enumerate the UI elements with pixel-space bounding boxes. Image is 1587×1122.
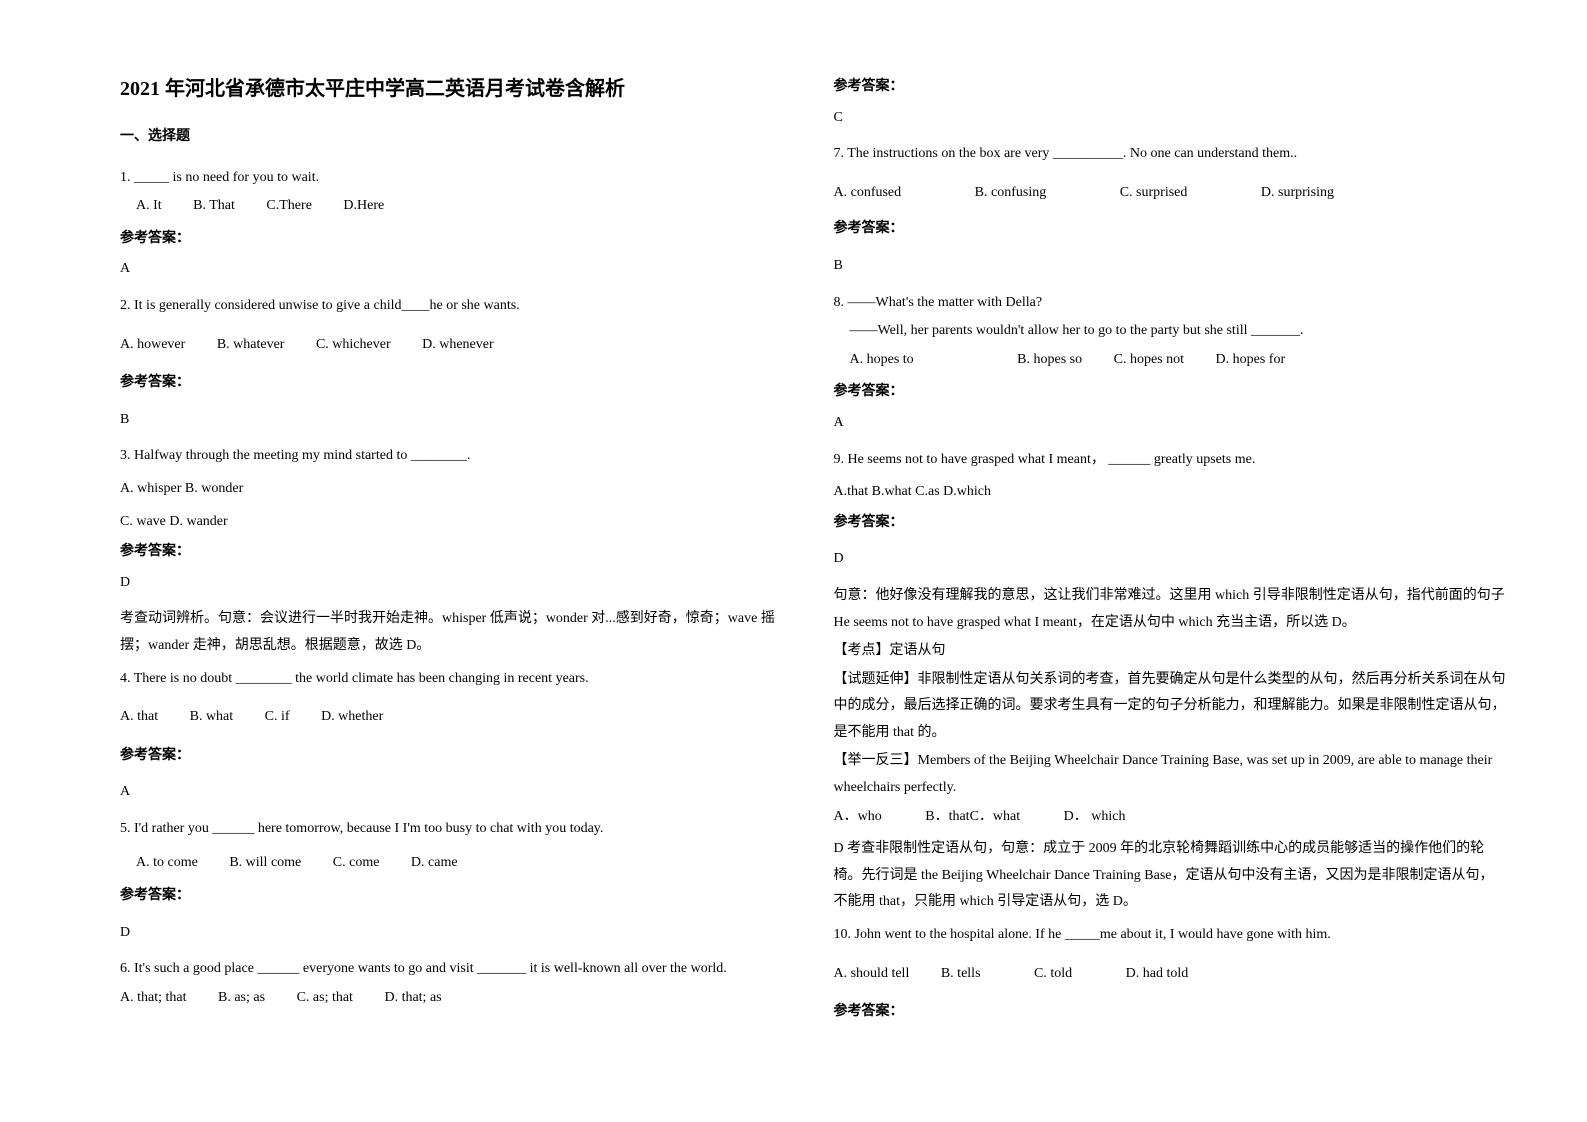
answer-label: 参考答案： <box>834 74 1508 101</box>
question-6-answer: C <box>834 105 1508 132</box>
option-b: B. hopes so <box>1017 352 1082 367</box>
section-heading: 一、选择题 <box>120 124 794 151</box>
option-c: C. hopes not <box>1114 352 1184 367</box>
question-8-line1: 8. ——What's the matter with Della? <box>834 290 1508 317</box>
exam-page: 2021 年河北省承德市太平庄中学高二英语月考试卷含解析 一、选择题 1. __… <box>0 0 1587 1122</box>
option-a: A．who <box>834 809 882 824</box>
question-8-line2: ——Well, her parents wouldn't allow her t… <box>834 318 1508 345</box>
question-9-explain-4: 【举一反三】Members of the Beijing Wheelchair … <box>834 748 1508 801</box>
question-2: 2. It is generally considered unwise to … <box>120 293 794 320</box>
question-9-explain-3: 【试题延伸】非限制性定语从句关系词的考查，首先要确定从句是什么类型的从句，然后再… <box>834 667 1508 747</box>
option-a: A. hopes to <box>850 352 914 367</box>
question-9: 9. He seems not to have grasped what I m… <box>834 447 1508 474</box>
answer-label: 参考答案： <box>120 743 794 770</box>
question-10-options: A. should tell B. tells C. told D. had t… <box>834 961 1508 988</box>
question-3-options-line2: C. wave D. wander <box>120 509 794 536</box>
question-9-extra-options: A．who B．thatC．what D． which <box>834 804 1508 831</box>
question-2-options: A. however B. whatever C. whichever D. w… <box>120 332 794 359</box>
question-3-explain: 考查动词辨析。句意：会议进行一半时我开始走神。whisper 低声说；wonde… <box>120 606 794 659</box>
option-bc: B．thatC．what <box>925 809 1020 824</box>
right-column: 参考答案： C 7. The instructions on the box a… <box>814 70 1528 1082</box>
question-3-answer: D <box>120 570 794 597</box>
option-c: C. if <box>265 709 290 724</box>
question-4-options: A. that B. what C. if D. whether <box>120 704 794 731</box>
option-a: A. It <box>136 198 162 213</box>
question-1-answer: A <box>120 256 794 283</box>
question-4: 4. There is no doubt ________ the world … <box>120 666 794 693</box>
option-c: C. told <box>1034 966 1072 981</box>
option-b: B. whatever <box>217 337 285 352</box>
option-a: A. confused <box>834 185 902 200</box>
question-9-explain-2: 【考点】定语从句 <box>834 638 1508 665</box>
option-d: D. that; as <box>384 990 441 1005</box>
option-c: C. come <box>333 855 380 870</box>
option-b: B. confusing <box>975 185 1047 200</box>
option-b: B. as; as <box>218 990 265 1005</box>
option-b: B. will come <box>229 855 301 870</box>
question-9-options: A.that B.what C.as D.which <box>834 479 1508 506</box>
question-5: 5. I'd rather you ______ here tomorrow, … <box>120 816 794 843</box>
answer-label: 参考答案： <box>120 883 794 910</box>
option-b: B. That <box>193 198 235 213</box>
question-9-explain-1: 句意：他好像没有理解我的意思，这让我们非常难过。这里用 which 引导非限制性… <box>834 583 1508 636</box>
question-8-options: A. hopes to B. hopes so C. hopes not D. … <box>834 347 1508 374</box>
option-d: D. whether <box>321 709 383 724</box>
exam-title: 2021 年河北省承德市太平庄中学高二英语月考试卷含解析 <box>120 70 794 108</box>
question-3: 3. Halfway through the meeting my mind s… <box>120 443 794 470</box>
option-c: C.There <box>266 198 311 213</box>
option-d: D.Here <box>343 198 384 213</box>
answer-label: 参考答案： <box>834 510 1508 537</box>
question-2-answer: B <box>120 407 794 434</box>
question-10: 10. John went to the hospital alone. If … <box>834 922 1508 949</box>
option-a: A. should tell <box>834 966 910 981</box>
question-7: 7. The instructions on the box are very … <box>834 141 1508 168</box>
answer-label: 参考答案： <box>834 216 1508 243</box>
option-d: D. had told <box>1126 966 1189 981</box>
answer-label: 参考答案： <box>120 370 794 397</box>
answer-label: 参考答案： <box>120 539 794 566</box>
option-a: A. that <box>120 709 158 724</box>
option-c: C. surprised <box>1120 185 1188 200</box>
question-5-answer: D <box>120 920 794 947</box>
answer-label: 参考答案： <box>120 226 794 253</box>
option-d: D． which <box>1064 809 1126 824</box>
question-5-options: A. to come B. will come C. come D. came <box>120 850 794 877</box>
option-c: C. whichever <box>316 337 391 352</box>
question-3-options-line1: A. whisper B. wonder <box>120 476 794 503</box>
option-d: D. whenever <box>422 337 494 352</box>
left-column: 2021 年河北省承德市太平庄中学高二英语月考试卷含解析 一、选择题 1. __… <box>100 70 814 1082</box>
question-6-options: A. that; that B. as; as C. as; that D. t… <box>120 985 794 1012</box>
question-4-answer: A <box>120 779 794 806</box>
option-d: D. hopes for <box>1216 352 1286 367</box>
option-b: B. tells <box>941 966 981 981</box>
option-c: C. as; that <box>297 990 353 1005</box>
question-7-options: A. confused B. confusing C. surprised D.… <box>834 180 1508 207</box>
question-8-answer: A <box>834 410 1508 437</box>
question-1-options: A. It B. That C.There D.Here <box>120 193 794 220</box>
question-9-answer: D <box>834 546 1508 573</box>
option-d: D. came <box>411 855 458 870</box>
answer-label: 参考答案： <box>834 379 1508 406</box>
option-a: A. that; that <box>120 990 187 1005</box>
question-6: 6. It's such a good place ______ everyon… <box>120 956 794 983</box>
answer-label: 参考答案： <box>834 999 1508 1026</box>
option-a: A. to come <box>136 855 198 870</box>
question-1: 1. _____ is no need for you to wait. <box>120 165 794 192</box>
option-d: D. surprising <box>1261 185 1334 200</box>
question-9-explain-6: D 考查非限制性定语从句，句意：成立于 2009 年的北京轮椅舞蹈训练中心的成员… <box>834 836 1508 916</box>
question-7-answer: B <box>834 253 1508 280</box>
option-a: A. however <box>120 337 185 352</box>
option-b: B. what <box>190 709 234 724</box>
